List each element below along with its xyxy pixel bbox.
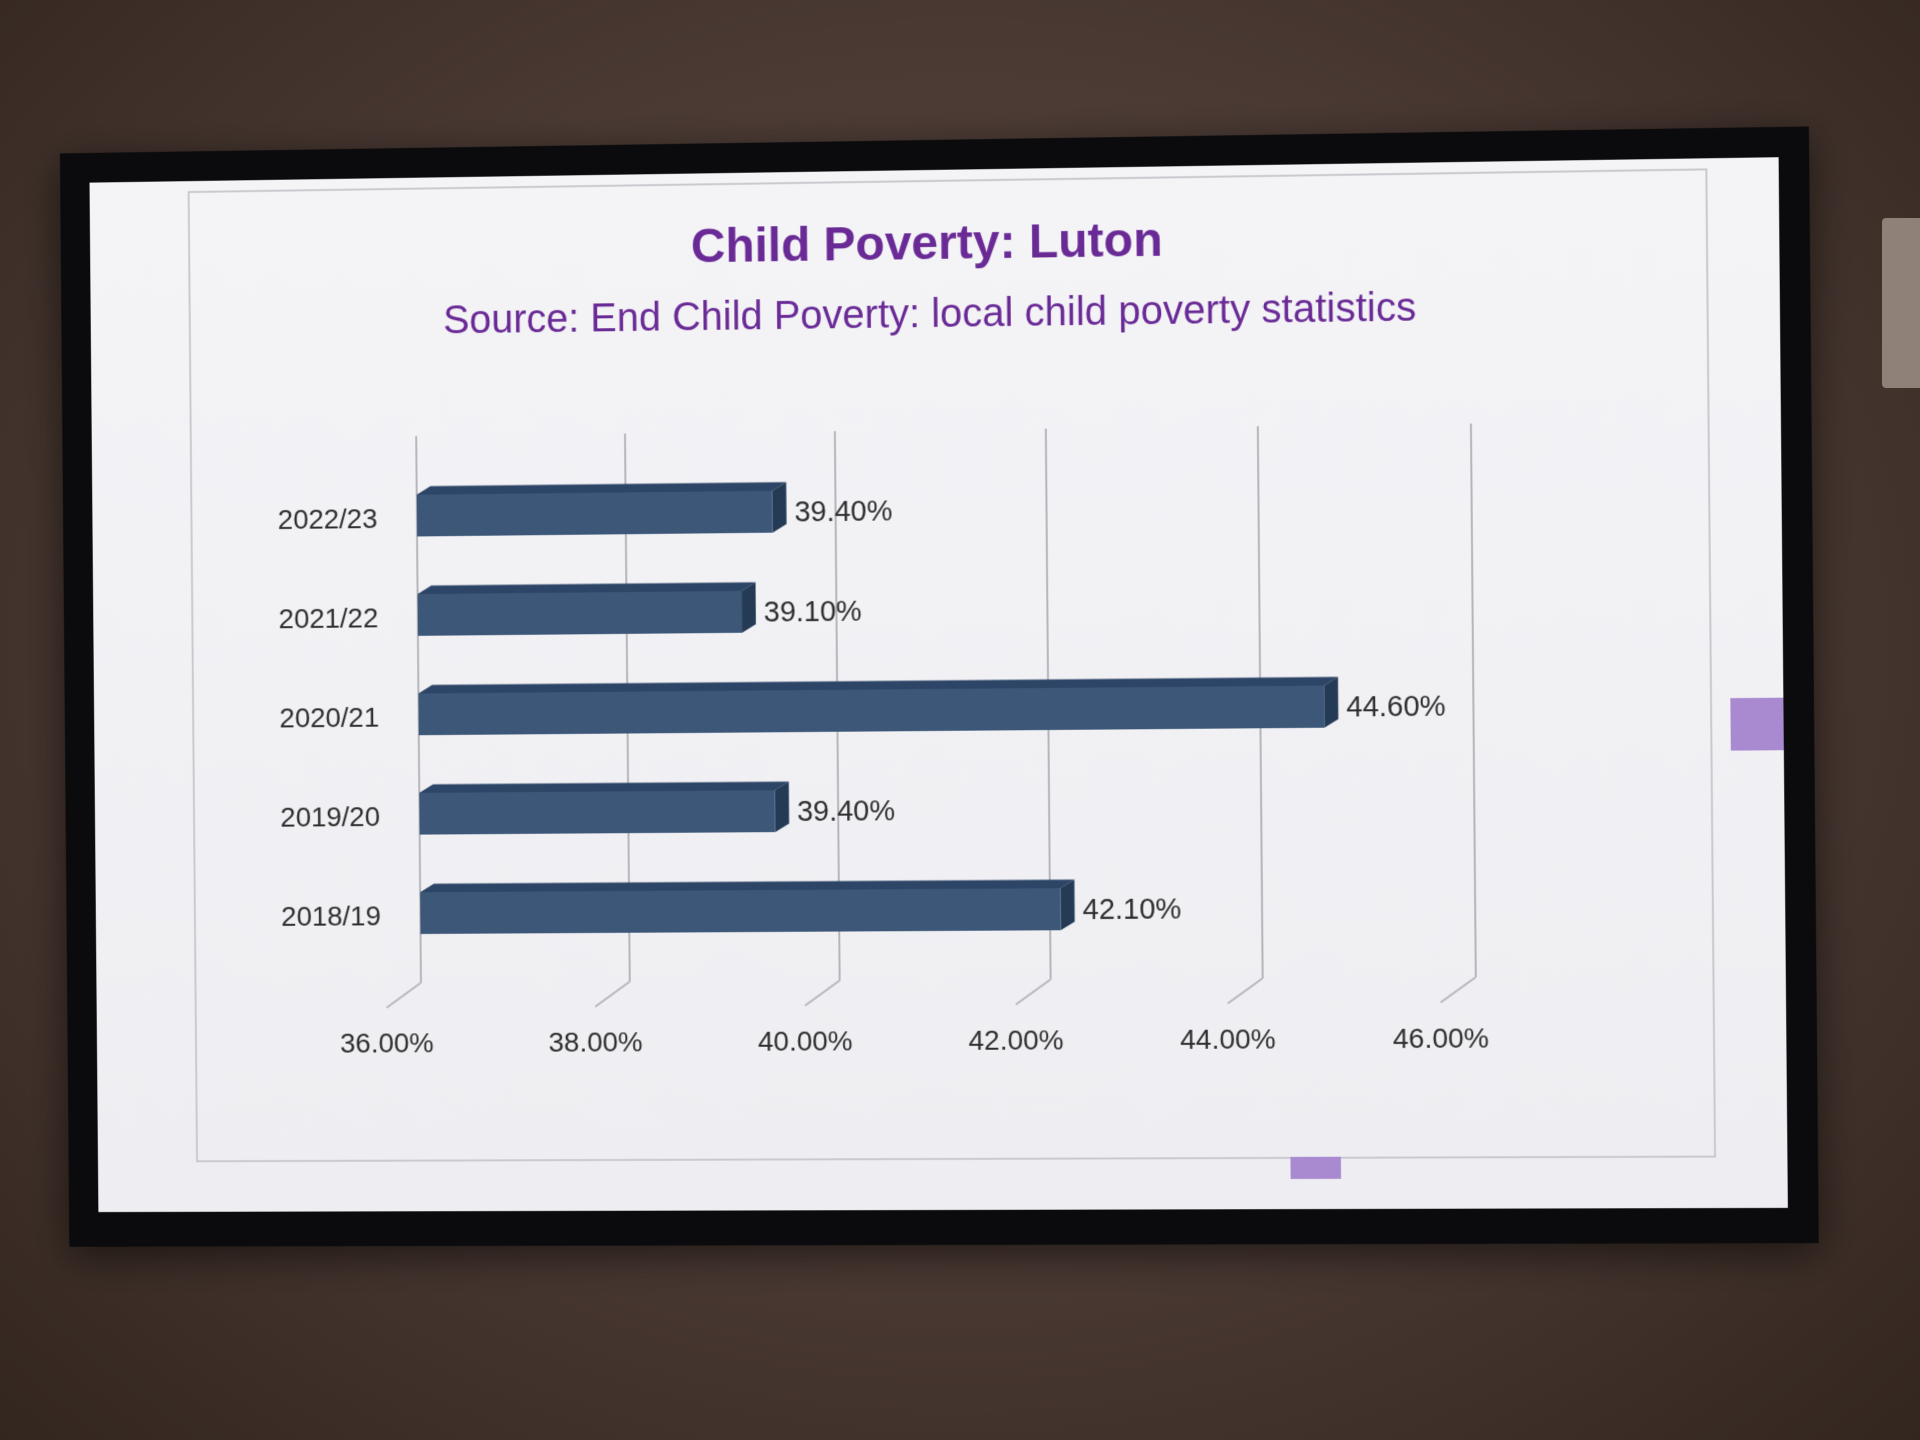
data-label: 39.10%	[764, 596, 862, 629]
x-tick-label: 40.00%	[758, 1025, 853, 1057]
bar-side	[772, 482, 786, 532]
x-tick-label: 46.00%	[1393, 1022, 1489, 1054]
gridline-depth	[1016, 979, 1051, 1004]
bar	[418, 686, 1324, 736]
category-label: 2018/19	[281, 900, 381, 932]
bar-side	[742, 582, 756, 632]
bar	[417, 491, 773, 537]
presentation-slide: Child Poverty: Luton Source: End Child P…	[90, 157, 1788, 1212]
category-label: 2021/22	[279, 602, 379, 634]
bar-side	[1324, 677, 1339, 728]
category-label: 2019/20	[280, 801, 380, 833]
bars	[417, 476, 1341, 934]
gridline-depth	[805, 980, 840, 1005]
category-label: 2020/21	[279, 702, 379, 734]
x-tick-label: 36.00%	[340, 1027, 434, 1058]
bar	[420, 888, 1061, 934]
bar	[419, 790, 775, 834]
data-label: 42.10%	[1083, 893, 1182, 926]
gridline-depth	[1227, 978, 1262, 1003]
data-label: 44.60%	[1346, 690, 1446, 723]
display-screen: Child Poverty: Luton Source: End Child P…	[60, 126, 1819, 1246]
category-label: 2022/23	[278, 503, 378, 535]
labels: 36.00% 38.00% 40.00% 42.00% 44.00% 46.00% 2022…	[278, 489, 1489, 1059]
gridline-depth	[386, 983, 421, 1008]
bar-side	[1060, 880, 1074, 931]
wall-switch-plate	[1882, 218, 1920, 388]
data-label: 39.40%	[797, 795, 895, 828]
gridline-depth	[595, 982, 630, 1007]
gridline	[1471, 424, 1476, 978]
x-tick-label: 38.00%	[548, 1026, 642, 1057]
x-tick-label: 42.00%	[968, 1024, 1063, 1056]
bar-side	[775, 782, 789, 832]
x-tick-label: 44.00%	[1180, 1023, 1276, 1055]
data-label: 39.40%	[794, 495, 892, 528]
bar	[418, 591, 742, 636]
bar-chart: 36.00% 38.00% 40.00% 42.00% 44.00% 46.00% 2022…	[90, 157, 1788, 1212]
gridline-depth	[1440, 977, 1476, 1002]
